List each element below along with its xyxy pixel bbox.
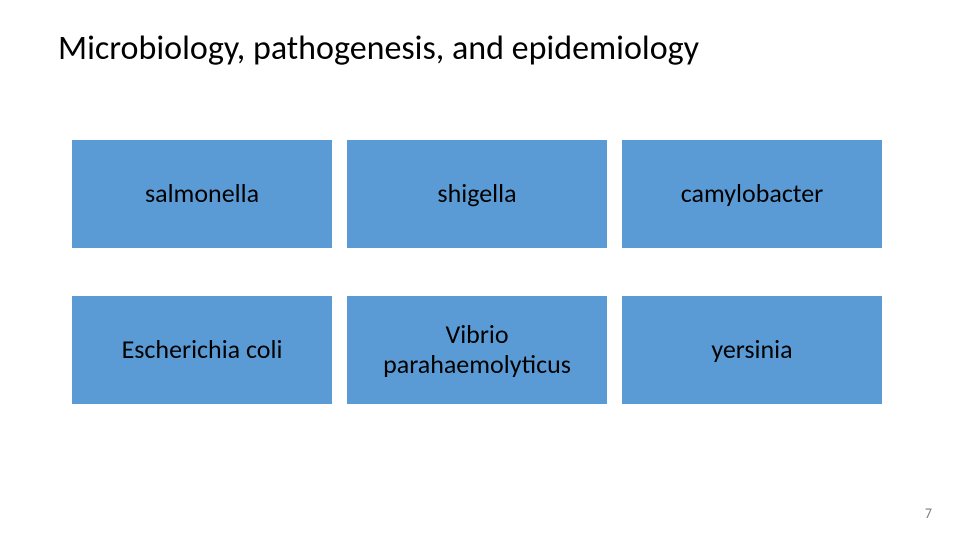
pathogen-grid: salmonella shigella camylobacter Escheri… xyxy=(72,140,882,404)
slide: Microbiology, pathogenesis, and epidemio… xyxy=(0,0,960,540)
grid-cell: shigella xyxy=(347,140,607,248)
grid-cell: salmonella xyxy=(72,140,332,248)
grid-cell: Escherichia coli xyxy=(72,296,332,404)
grid-cell: yersinia xyxy=(622,296,882,404)
slide-title: Microbiology, pathogenesis, and epidemio… xyxy=(58,28,699,69)
page-number: 7 xyxy=(925,505,932,522)
grid-cell: Vibrio parahaemolyticus xyxy=(347,296,607,404)
grid-cell: camylobacter xyxy=(622,140,882,248)
